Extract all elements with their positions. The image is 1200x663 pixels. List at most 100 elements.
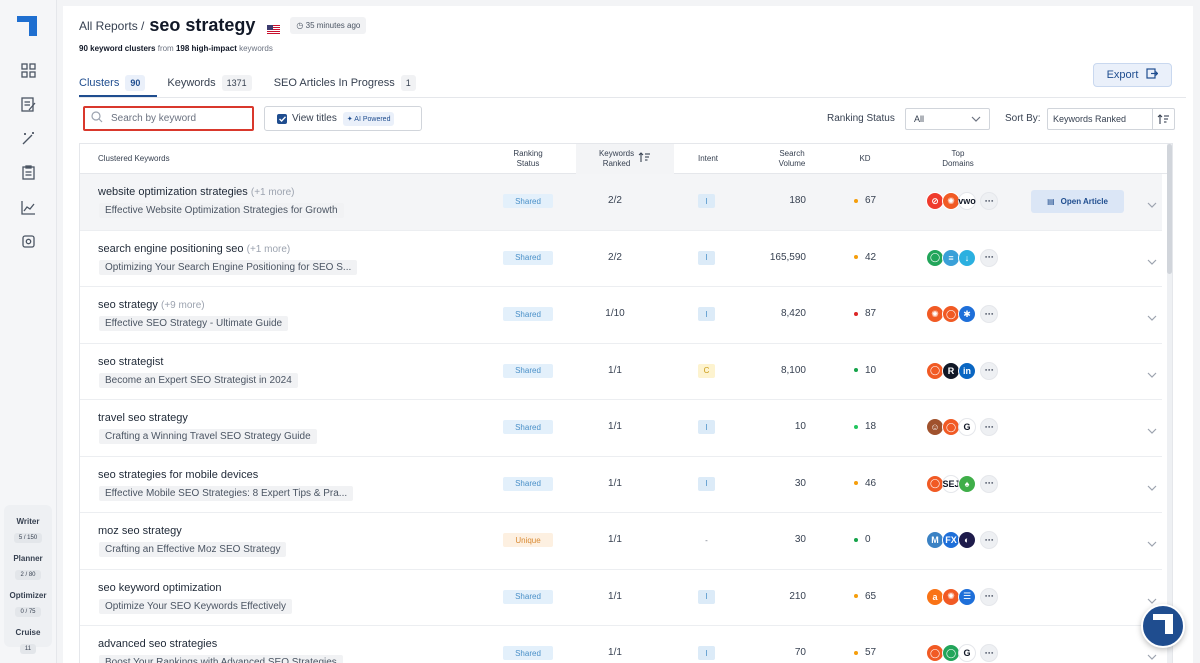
cluster-keyword[interactable]: seo keyword optimization (98, 582, 222, 594)
domain-favicon-icon[interactable]: ☰ (958, 587, 976, 606)
usage-label: Cruise (15, 628, 41, 637)
export-button[interactable]: Export (1093, 63, 1172, 87)
cluster-keyword[interactable]: seo strategist (98, 356, 163, 368)
more-domains-icon[interactable]: ⋯ (980, 587, 998, 606)
keywords-ranked: 1/1 (608, 421, 622, 432)
magic-wand-icon[interactable] (19, 129, 37, 147)
domain-favicon-icon[interactable]: ✺ (942, 192, 960, 210)
cluster-keyword[interactable]: search engine positioning seo (+1 more) (98, 243, 290, 255)
cluster-keyword[interactable]: seo strategy (+9 more) (98, 299, 205, 311)
more-domains-icon[interactable]: ⋯ (980, 192, 998, 210)
kd-value: 10 (865, 364, 877, 376)
article-title: Crafting a Winning Travel SEO Strategy G… (99, 429, 317, 444)
view-titles-toggle[interactable]: View titles ✦ AI Powered (264, 106, 422, 131)
usage-count: 11 (19, 644, 37, 654)
column-header-ranking-status[interactable]: Ranking Status (500, 144, 556, 174)
table-row[interactable]: moz seo strategy Crafting an Effective M… (80, 513, 1162, 570)
domain-favicon-icon[interactable]: G (958, 418, 976, 436)
scrollbar-thumb[interactable] (1167, 144, 1172, 274)
table-row[interactable]: travel seo strategy Crafting a Winning T… (80, 400, 1162, 457)
kd-dot (854, 198, 858, 203)
more-keywords-count[interactable]: (+1 more) (250, 187, 295, 198)
tab-keywords[interactable]: Keywords 1371 (167, 72, 252, 94)
breadcrumb[interactable]: All Reports / (79, 18, 145, 33)
cluster-keyword[interactable]: website optimization strategies (+1 more… (98, 186, 294, 198)
expand-row-chevron-icon[interactable] (1147, 592, 1157, 610)
domain-favicon-icon[interactable]: ✱ (958, 305, 976, 323)
dashboard-icon[interactable] (19, 61, 37, 79)
clock-icon: ◷ (296, 21, 304, 30)
column-header-kd[interactable]: KD (859, 154, 871, 163)
article-title: Optimizing Your Search Engine Positionin… (99, 259, 358, 275)
tab-seo-articles[interactable]: SEO Articles In Progress 1 (274, 72, 416, 94)
view-titles-checkbox[interactable] (277, 113, 287, 124)
search-box[interactable] (83, 106, 254, 131)
cluster-keyword[interactable]: seo strategies for mobile devices (98, 469, 258, 481)
table-row[interactable]: search engine positioning seo (+1 more) O… (80, 231, 1162, 287)
table-row[interactable]: advanced seo strategies Boost Your Ranki… (80, 626, 1162, 663)
table-row[interactable]: seo strategies for mobile devices Effect… (80, 457, 1162, 513)
top-domains: ◯ ◯ G ⋯ (926, 644, 998, 662)
app-logo-icon[interactable] (17, 16, 37, 36)
domain-favicon-icon[interactable]: ◐ (958, 531, 976, 549)
trend-chart-icon[interactable] (19, 198, 37, 216)
column-header-keywords-ranked[interactable]: Keywords Ranked (576, 144, 674, 174)
table-row[interactable]: website optimization strategies (+1 more… (80, 174, 1162, 231)
more-domains-icon[interactable]: ⋯ (980, 361, 998, 380)
expand-row-chevron-icon[interactable] (1147, 366, 1157, 384)
sort-order-icon[interactable] (1152, 109, 1174, 129)
favicon-glyph: a (932, 591, 938, 602)
usage-optimizer: Optimizer 0 / 75 (4, 591, 52, 618)
domain-favicon-icon[interactable]: ↓ (958, 248, 976, 267)
expand-row-chevron-icon[interactable] (1147, 479, 1157, 497)
more-domains-icon[interactable]: ⋯ (980, 531, 998, 549)
top-domains: ✺ ◯ ✱ ⋯ (926, 305, 998, 323)
more-domains-icon[interactable]: ⋯ (980, 248, 998, 267)
expand-row-chevron-icon[interactable] (1147, 309, 1157, 327)
expand-row-chevron-icon[interactable] (1147, 535, 1157, 553)
assistant-fab-button[interactable] (1141, 604, 1185, 648)
more-domains-icon[interactable]: ⋯ (980, 305, 998, 323)
more-domains-icon[interactable]: ⋯ (980, 474, 998, 493)
kd-score: 18 (854, 421, 876, 432)
cluster-keyword[interactable]: advanced seo strategies (98, 638, 217, 650)
expand-row-chevron-icon[interactable] (1147, 196, 1157, 214)
more-keywords-count[interactable]: (+9 more) (160, 300, 205, 311)
sort-by-value: Keywords Ranked (1053, 114, 1127, 124)
keyword-text: seo strategies for mobile devices (98, 468, 259, 481)
more-keywords-count[interactable]: (+1 more) (246, 243, 291, 255)
domain-favicon-icon[interactable]: vwo (958, 192, 976, 210)
column-header-search-volume[interactable]: Search Volume (764, 144, 820, 174)
usage-panel: Writer 5 / 150 Planner 2 / 80 Optimizer … (4, 505, 52, 654)
domain-favicon-icon[interactable]: in (958, 361, 976, 380)
table-row[interactable]: seo keyword optimization Optimize Your S… (80, 570, 1162, 626)
cluster-keyword[interactable]: moz seo strategy (98, 525, 182, 537)
more-domains-icon[interactable]: ⋯ (980, 644, 998, 662)
settings-icon[interactable] (19, 232, 37, 250)
table-scrollbar[interactable] (1167, 144, 1172, 663)
table-row[interactable]: seo strategy (+9 more) Effective SEO Stra… (80, 287, 1162, 344)
article-title: Effective Website Optimization Strategie… (99, 203, 344, 218)
domain-favicon-icon[interactable]: ☺ (926, 418, 944, 436)
ranking-status-select[interactable]: All (905, 108, 990, 130)
open-article-button[interactable]: ▤ Open Article (1031, 190, 1124, 213)
favicon-glyph: vwo (958, 196, 976, 206)
favicon-glyph: G (963, 422, 971, 432)
usage-label: Planner (13, 554, 43, 563)
table-row[interactable]: seo strategist Become an Expert SEO Stra… (80, 344, 1162, 400)
search-input[interactable] (111, 113, 241, 124)
tabs-divider (79, 97, 1186, 98)
expand-row-chevron-icon[interactable] (1147, 253, 1157, 271)
domain-favicon-icon[interactable]: ♠ (958, 474, 976, 493)
clipboard-icon[interactable] (19, 163, 37, 181)
tab-clusters[interactable]: Clusters 90 (79, 72, 146, 94)
sort-by-select[interactable]: Keywords Ranked (1047, 108, 1175, 130)
more-domains-icon[interactable]: ⋯ (980, 418, 998, 436)
domain-favicon-icon[interactable]: G (958, 644, 976, 662)
expand-row-chevron-icon[interactable] (1147, 648, 1157, 663)
edit-document-icon[interactable] (19, 95, 37, 113)
tab-count: 1371 (221, 75, 252, 91)
column-header-intent[interactable]: Intent (697, 154, 718, 163)
expand-row-chevron-icon[interactable] (1147, 422, 1157, 440)
cluster-keyword[interactable]: travel seo strategy (98, 412, 188, 424)
